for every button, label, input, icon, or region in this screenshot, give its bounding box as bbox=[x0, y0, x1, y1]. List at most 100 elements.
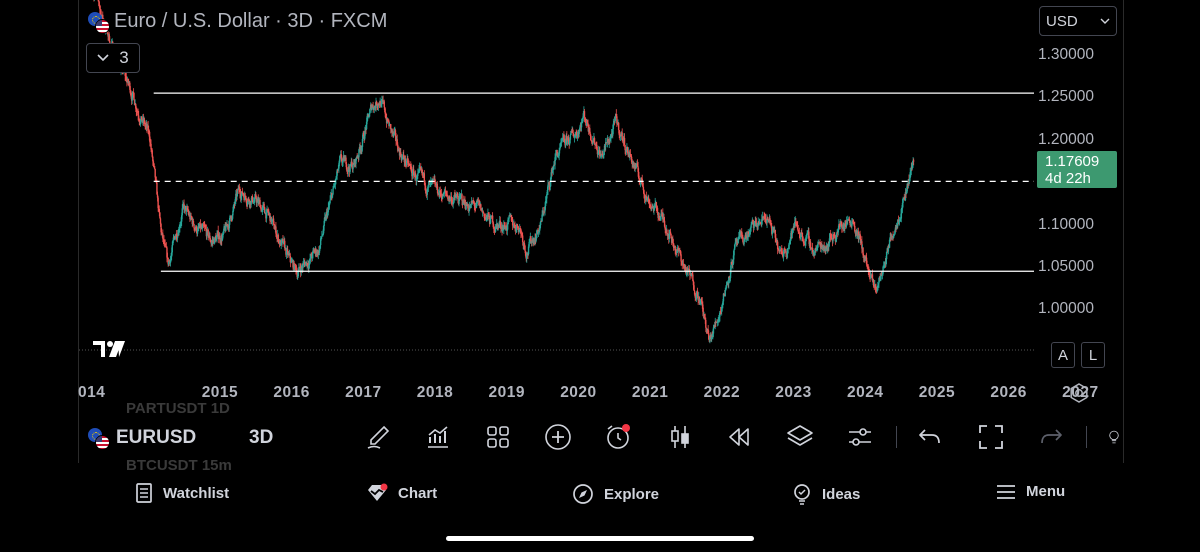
alert-icon[interactable] bbox=[602, 421, 634, 453]
candle-body bbox=[307, 263, 309, 266]
candle-body bbox=[431, 179, 433, 181]
nav-watchlist[interactable]: Watchlist bbox=[135, 483, 229, 503]
candle-body bbox=[816, 246, 818, 250]
candle-body bbox=[314, 251, 316, 253]
indicators-icon[interactable] bbox=[422, 421, 454, 453]
candle-body bbox=[530, 236, 532, 242]
candle-body bbox=[391, 129, 393, 133]
draw-brush-icon[interactable] bbox=[362, 421, 394, 453]
currency-select[interactable]: USD bbox=[1039, 6, 1117, 36]
settings-sliders-icon[interactable] bbox=[844, 421, 876, 453]
candle-body bbox=[309, 258, 311, 260]
candle-body bbox=[98, 1, 100, 7]
candle-body bbox=[152, 161, 155, 164]
candle-body bbox=[903, 197, 905, 199]
candle-body bbox=[337, 168, 340, 171]
redo-icon bbox=[1035, 421, 1067, 453]
candle-body bbox=[508, 215, 510, 219]
price-chart[interactable] bbox=[0, 0, 1200, 380]
candle-body bbox=[817, 241, 819, 245]
undo-icon[interactable] bbox=[914, 421, 946, 453]
candle-body bbox=[731, 262, 733, 265]
nav-explore[interactable]: Explore bbox=[572, 483, 659, 505]
candle-body bbox=[345, 157, 347, 165]
candle-body bbox=[491, 215, 494, 223]
candle-body bbox=[596, 149, 599, 155]
candle-body bbox=[714, 322, 716, 326]
candle-body bbox=[791, 228, 794, 235]
nav-ideas[interactable]: Ideas bbox=[792, 483, 860, 505]
candle-body bbox=[711, 336, 713, 338]
candle-body bbox=[615, 113, 617, 117]
nav-menu[interactable]: Menu bbox=[996, 483, 1065, 500]
candle-body bbox=[825, 248, 827, 252]
candle-body bbox=[776, 241, 779, 250]
home-indicator[interactable] bbox=[446, 536, 754, 541]
nav-label: Menu bbox=[1026, 483, 1066, 500]
candle-body bbox=[654, 202, 656, 207]
candle-body bbox=[263, 203, 265, 208]
symbol-button[interactable]: EURUSD bbox=[116, 427, 197, 448]
candle-body bbox=[407, 162, 410, 164]
auto-scale-button[interactable]: A bbox=[1051, 342, 1075, 368]
candle-body bbox=[225, 225, 227, 231]
candle-body bbox=[295, 265, 297, 271]
candle-body bbox=[341, 162, 344, 164]
candle-body bbox=[755, 223, 758, 227]
candle-body bbox=[784, 248, 786, 251]
interval-button[interactable]: 3D bbox=[249, 427, 274, 448]
candle-body bbox=[865, 256, 867, 258]
indicators-collapse-button[interactable]: 3 bbox=[86, 43, 140, 73]
add-icon[interactable] bbox=[542, 421, 574, 453]
candle-body bbox=[560, 140, 563, 143]
candle-body bbox=[450, 196, 453, 202]
candle-body bbox=[169, 259, 172, 263]
candle-body bbox=[730, 262, 732, 270]
candle-body bbox=[539, 228, 541, 231]
candle-body bbox=[297, 272, 299, 277]
candle-body bbox=[527, 254, 529, 256]
candle-body bbox=[153, 163, 155, 167]
candle-body bbox=[608, 140, 610, 144]
candle-body bbox=[494, 227, 497, 232]
time-tick-label: 2018 bbox=[416, 384, 454, 401]
candle-body bbox=[699, 300, 702, 303]
gear-icon[interactable] bbox=[1068, 382, 1090, 404]
candle-body bbox=[583, 111, 586, 118]
fullscreen-icon[interactable] bbox=[975, 421, 1007, 453]
layouts-icon[interactable] bbox=[482, 421, 514, 453]
candle-body bbox=[747, 231, 749, 238]
candle-type-icon[interactable] bbox=[664, 421, 696, 453]
candle-body bbox=[901, 208, 903, 210]
log-scale-button[interactable]: L bbox=[1081, 342, 1105, 368]
chart-legend[interactable]: Euro / U.S. Dollar · 3D · FXCM bbox=[88, 10, 387, 34]
candle-body bbox=[267, 210, 269, 213]
candle-body bbox=[539, 222, 542, 229]
candle-body bbox=[725, 285, 728, 289]
idea-lightbulb-icon[interactable] bbox=[1106, 421, 1122, 453]
candle-body bbox=[517, 226, 519, 228]
candle-body bbox=[637, 166, 639, 172]
candle-body bbox=[769, 218, 771, 222]
candle-body bbox=[582, 118, 584, 122]
candle-body bbox=[179, 226, 181, 229]
chart-panel[interactable] bbox=[78, 0, 1124, 463]
candle-body bbox=[902, 199, 904, 203]
candle-body bbox=[211, 242, 213, 244]
tradingview-logo-icon[interactable] bbox=[93, 338, 131, 358]
candle-body bbox=[662, 213, 664, 218]
candle-body bbox=[867, 265, 869, 267]
layers-icon[interactable] bbox=[784, 421, 816, 453]
candle-body bbox=[251, 196, 254, 201]
candle-body bbox=[377, 103, 380, 107]
nav-chart[interactable]: Chart bbox=[366, 483, 437, 503]
candle-body bbox=[559, 143, 562, 148]
candle-body bbox=[100, 10, 102, 18]
candle-body bbox=[347, 167, 350, 172]
candle-body bbox=[901, 202, 904, 209]
replay-icon[interactable] bbox=[723, 421, 755, 453]
candle-body bbox=[856, 231, 858, 235]
candle-body bbox=[455, 196, 457, 198]
candle-body bbox=[719, 311, 721, 317]
candle-body bbox=[823, 246, 825, 251]
